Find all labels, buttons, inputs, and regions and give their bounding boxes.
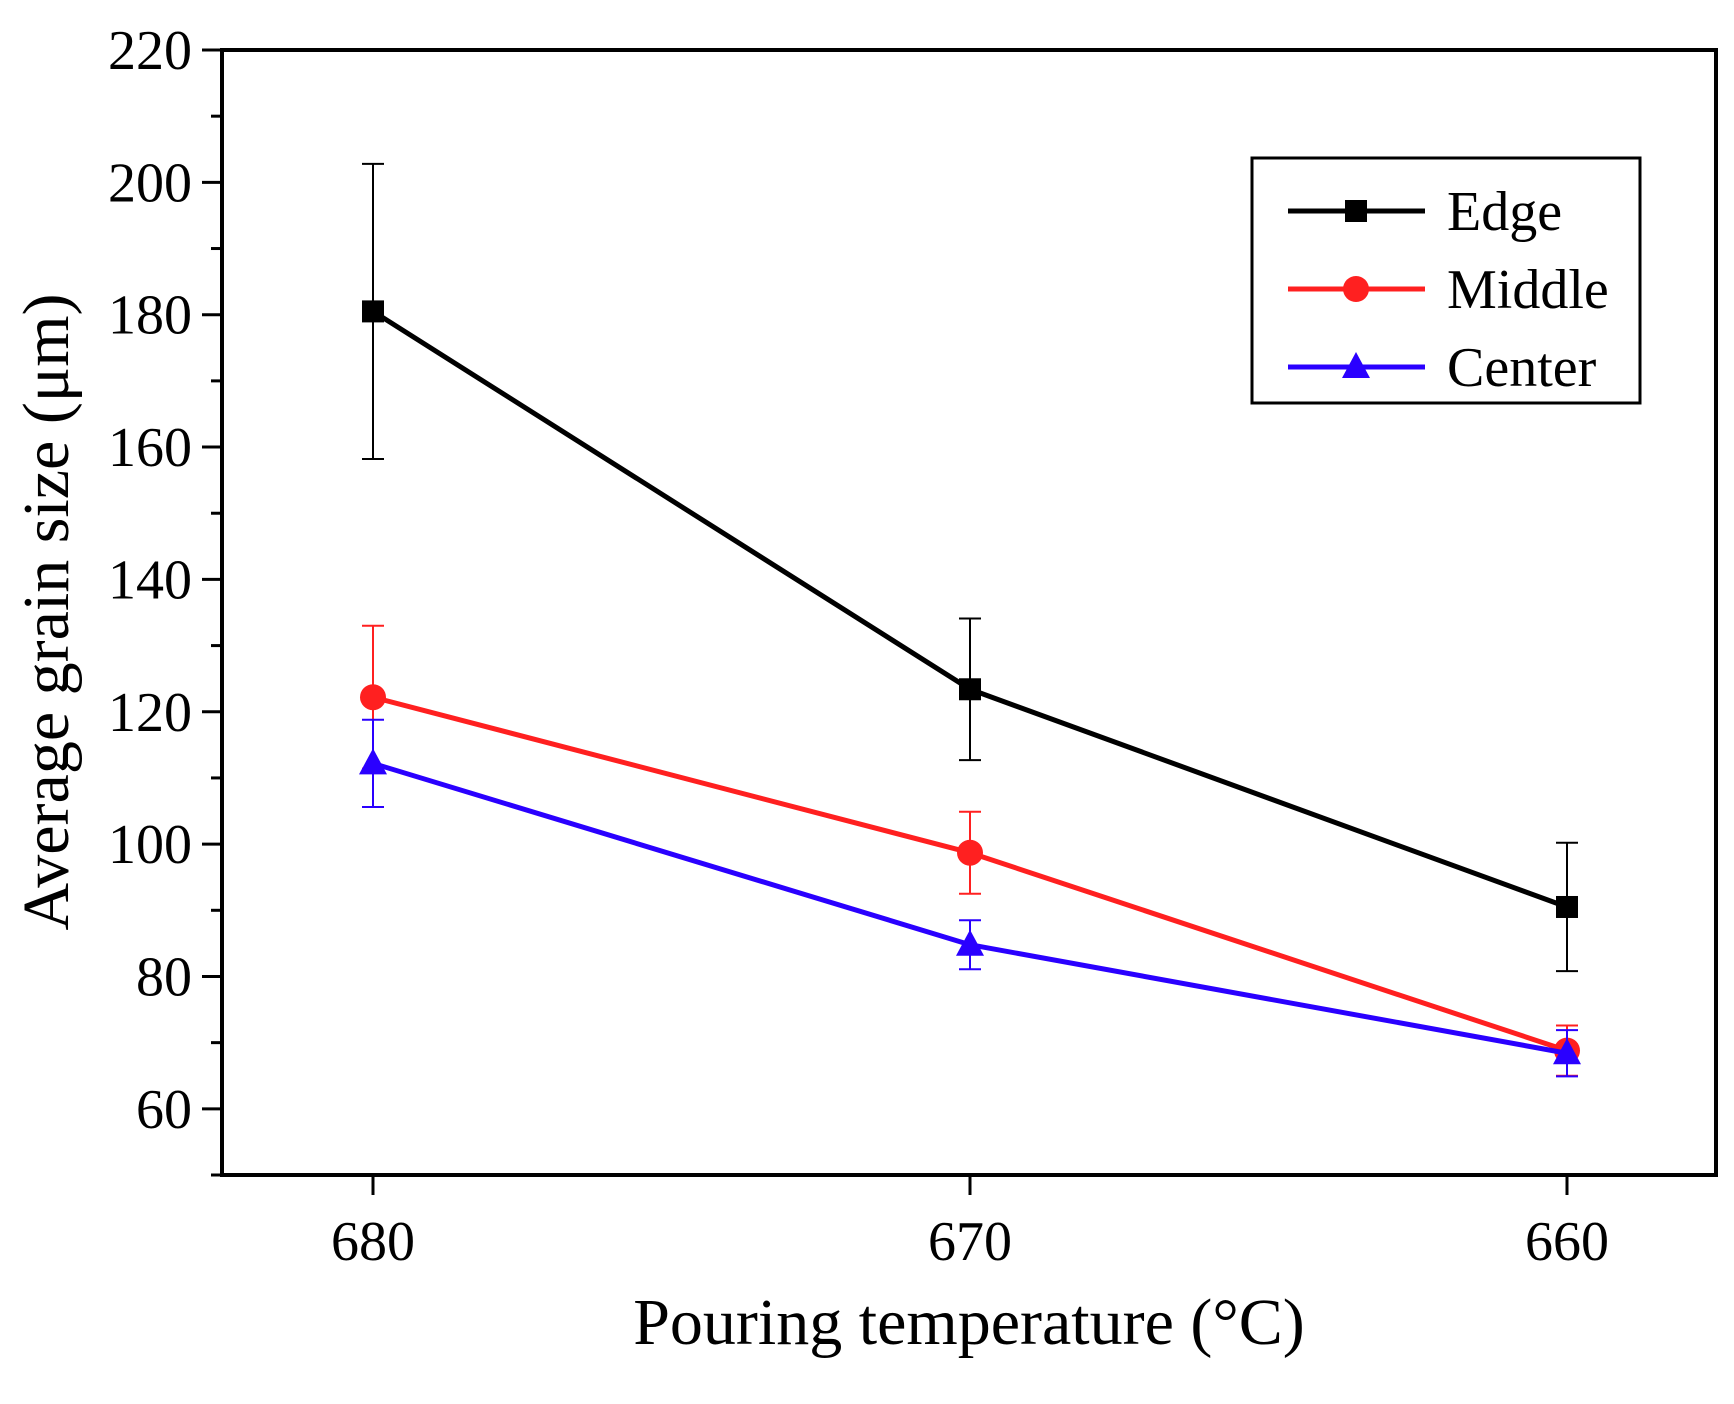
- x-axis: 680 670 660: [331, 1175, 1609, 1273]
- x-tick-label: 670: [928, 1211, 1012, 1273]
- legend-label-edge: Edge: [1447, 181, 1562, 243]
- data-point-center: [359, 748, 387, 775]
- y-tick-label: 220: [108, 20, 192, 82]
- y-tick-label: 160: [108, 417, 192, 479]
- data-point-edge: [1556, 895, 1578, 918]
- series-line-center: [372, 760, 1568, 1056]
- y-tick-label: 140: [108, 549, 192, 611]
- legend-marker-middle: [1343, 276, 1369, 302]
- y-tick-label: 200: [108, 152, 192, 214]
- y-tick-label: 80: [136, 946, 192, 1008]
- y-tick-label: 60: [136, 1079, 192, 1141]
- y-axis: 60 80 100 120 140 160 180 200 220: [108, 20, 222, 1177]
- y-axis-title: Average grain size (μm): [10, 293, 83, 930]
- series-middle: [360, 624, 1580, 1077]
- legend-box: [1250, 156, 1642, 405]
- y-tick-label: 100: [108, 814, 192, 876]
- x-tick-label: 660: [1525, 1211, 1609, 1273]
- y-tick-label: 120: [108, 682, 192, 744]
- data-point-center: [956, 929, 984, 956]
- legend-marker-center: [1342, 352, 1370, 378]
- x-tick-label: 680: [331, 1211, 415, 1273]
- x-axis-title: Pouring temperature (°C): [633, 1286, 1305, 1359]
- data-point-edge: [362, 300, 384, 323]
- series-edge: [362, 162, 1578, 973]
- data-point-middle: [360, 684, 386, 711]
- data-point-edge: [959, 678, 981, 701]
- y-tick-label: 180: [108, 285, 192, 347]
- data-point-center: [1553, 1038, 1581, 1065]
- legend-label-middle: Middle: [1447, 259, 1609, 321]
- series-center: [359, 718, 1581, 1078]
- data-point-middle: [957, 839, 983, 866]
- legend-marker-edge: [1345, 200, 1367, 222]
- legend: Edge Middle Center: [1250, 156, 1642, 405]
- legend-label-center: Center: [1447, 337, 1597, 399]
- series-layer: [359, 162, 1581, 1078]
